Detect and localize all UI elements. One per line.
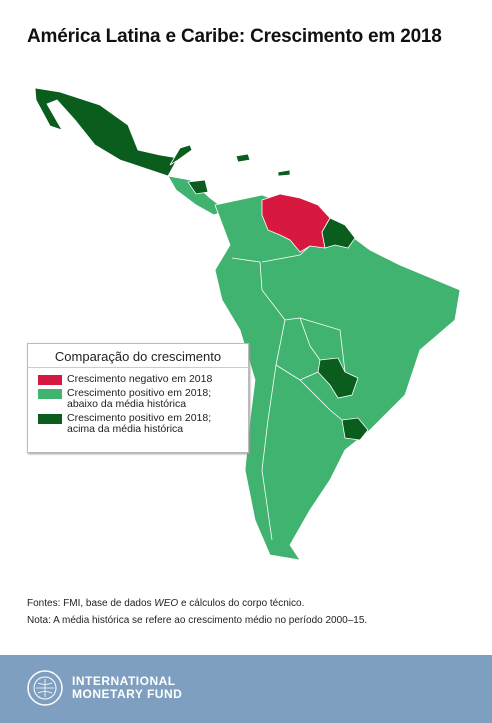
legend-title: Comparação do crescimento (28, 349, 248, 368)
legend-label: Crescimento negativo em 2018 (67, 374, 212, 385)
note: Nota: A média histórica se refere ao cre… (27, 615, 368, 626)
map (34, 87, 461, 561)
logo-line: MONETARY FUND (72, 687, 183, 701)
title: América Latina e Caribe: Crescimento em … (27, 26, 442, 47)
logo-line: INTERNATIONAL (72, 674, 176, 688)
guianas (321, 217, 356, 249)
legend-line: acima da média histórica (67, 423, 184, 435)
legend-line: Crescimento negativo em 2018 (67, 373, 213, 385)
paraguay (317, 357, 359, 399)
legend-swatch (38, 389, 62, 399)
borders (231, 245, 346, 541)
mexico (34, 87, 179, 177)
logo-text: INTERNATIONAL MONETARY FUND (72, 675, 182, 701)
sources: Fontes: FMI, base de dados WEO e cálculo… (27, 598, 304, 609)
legend-swatch (38, 414, 62, 424)
legend-item: Crescimento positivo em 2018; abaixo da m… (38, 388, 242, 410)
legend: Comparação do crescimento Crescimento ne… (27, 343, 249, 453)
legend-line: abaixo da média histórica (67, 398, 187, 410)
legend-line: Crescimento positivo em 2018; (67, 387, 212, 399)
footer: INTERNATIONAL MONETARY FUND (0, 655, 492, 723)
legend-swatch (38, 375, 62, 385)
legend-label: Crescimento positivo em 2018; abaixo da m… (67, 388, 211, 410)
legend-item: Crescimento positivo em 2018; acima da mé… (38, 413, 242, 435)
sources-text: e cálculos do corpo técnico. (178, 598, 305, 609)
legend-label: Crescimento positivo em 2018; acima da mé… (67, 413, 211, 435)
legend-item: Crescimento negativo em 2018 (38, 374, 242, 385)
venezuela (261, 193, 331, 253)
sources-text: Fontes: FMI, base de dados (27, 598, 155, 609)
honduras (169, 144, 209, 195)
legend-line: Crescimento positivo em 2018; (67, 412, 212, 424)
uruguay (341, 417, 369, 441)
imf-seal (27, 670, 63, 706)
sources-italic: WEO (154, 598, 179, 609)
